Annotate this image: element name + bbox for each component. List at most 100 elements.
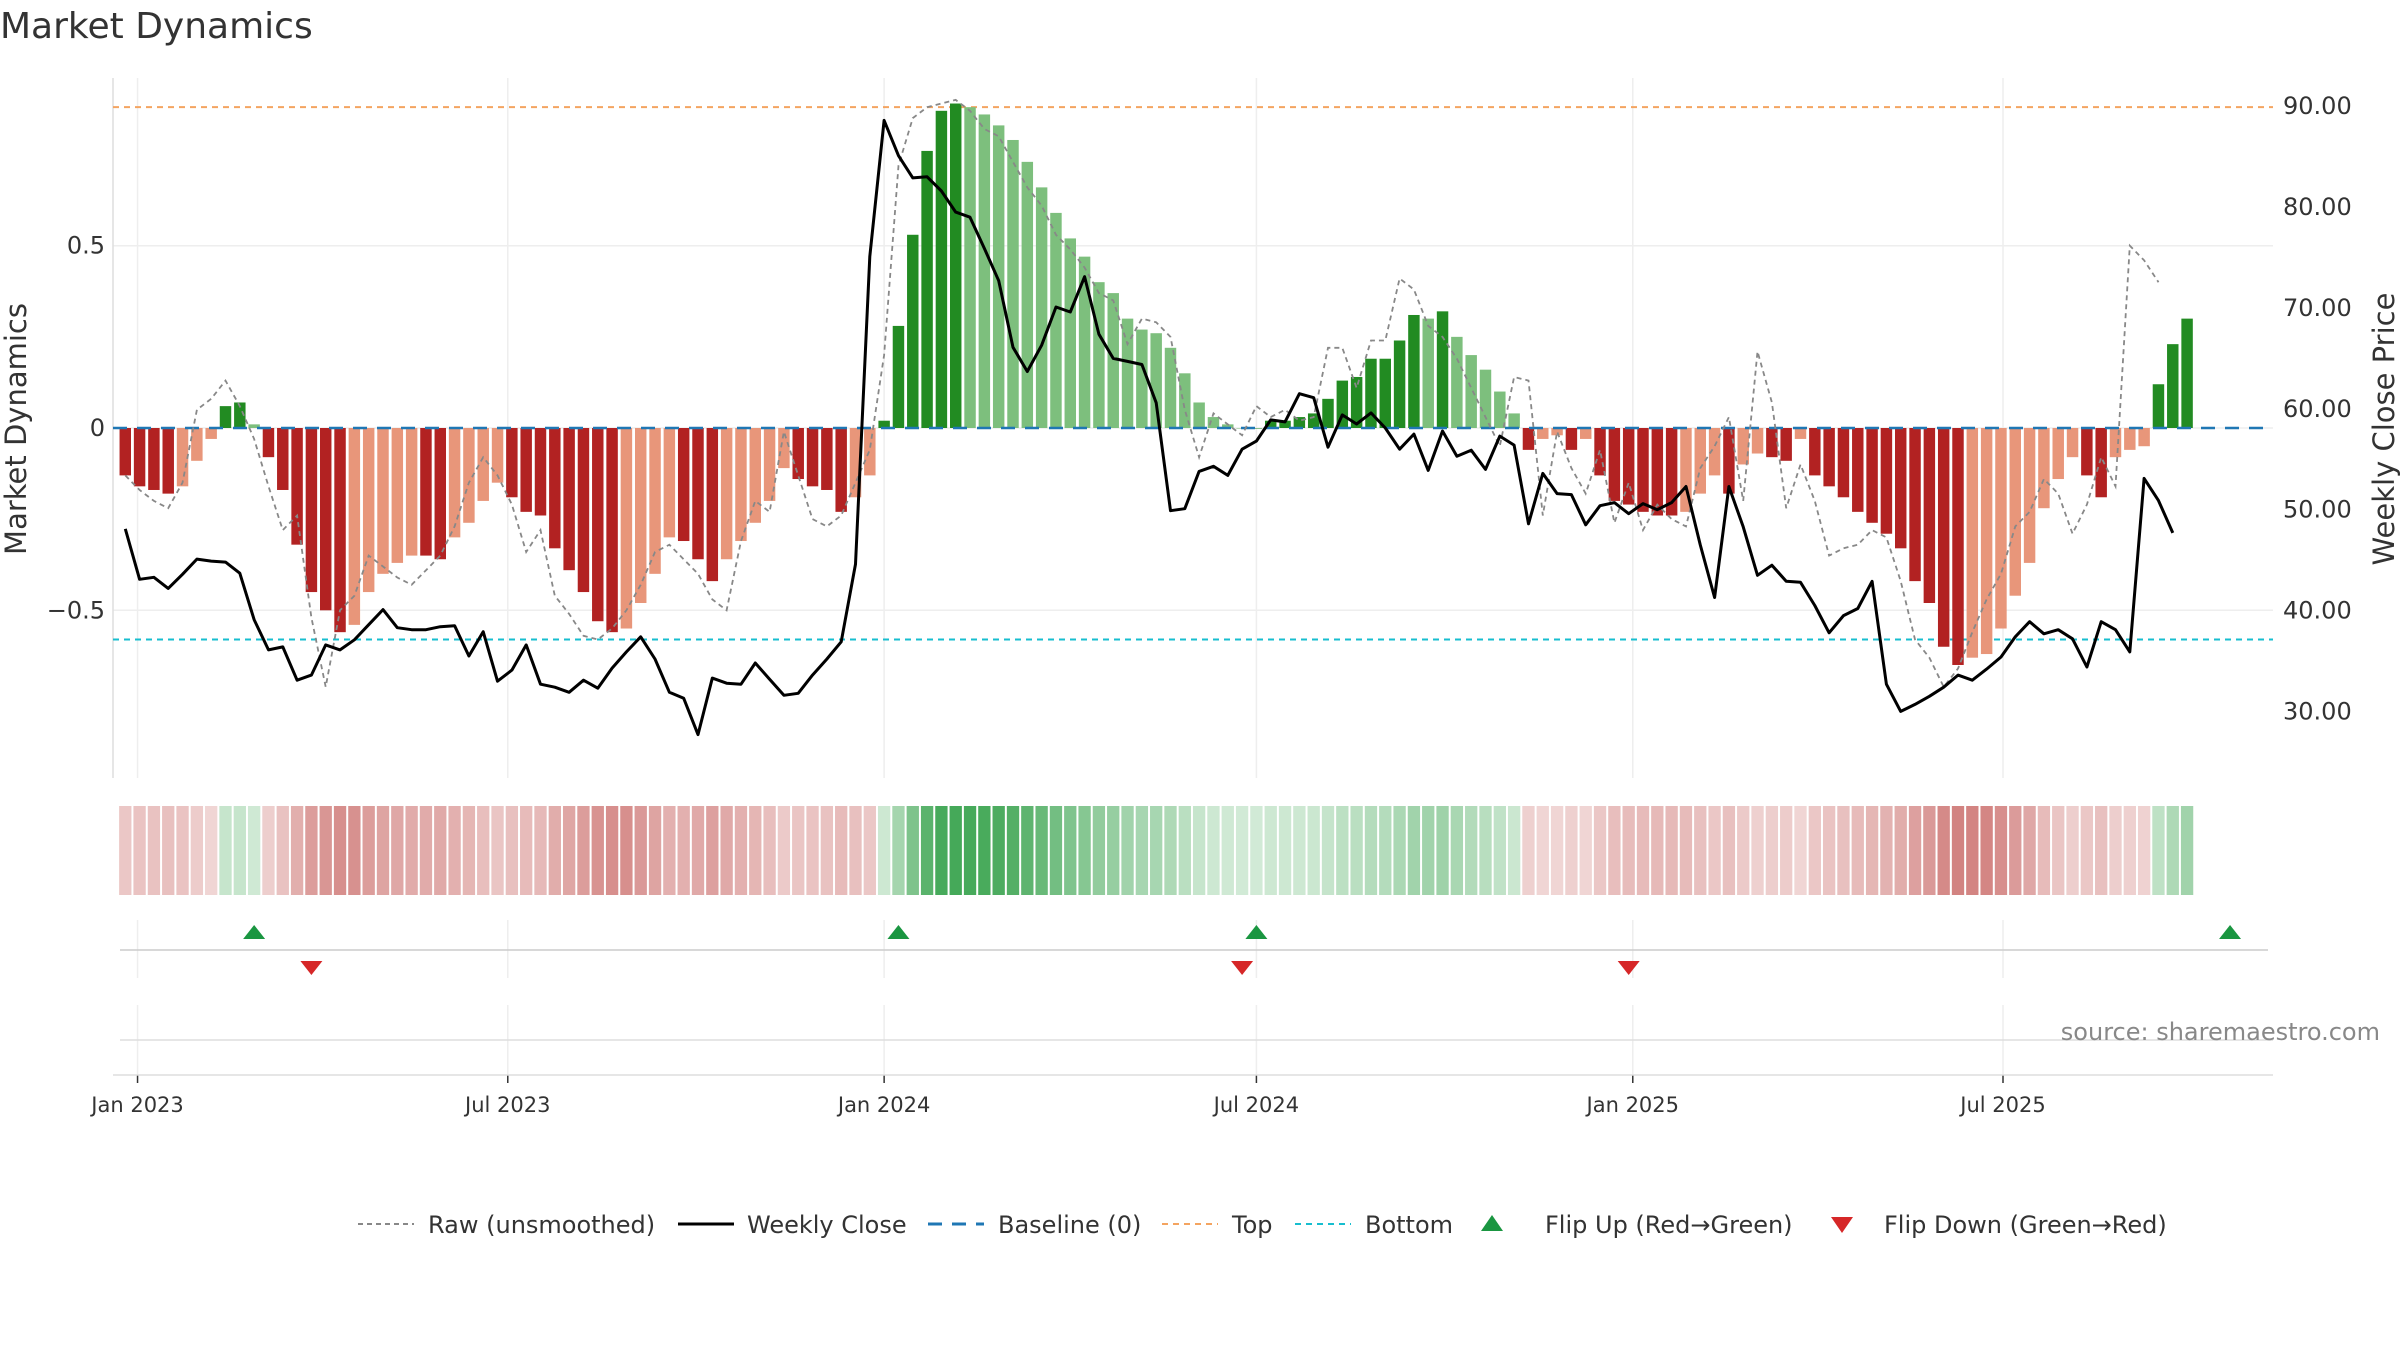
heat-cell-43 [734,806,748,895]
bar-week-91 [1422,318,1434,428]
heat-cell-11 [276,806,289,895]
lines-layer [113,98,2273,737]
bar-week-144 [2181,318,2193,428]
bar-week-4 [176,428,189,487]
bar-week-142 [2152,384,2165,428]
heat-cell-56 [920,806,934,895]
heat-cell-141 [2137,806,2151,895]
bar-week-49 [821,428,833,490]
heat-cell-111 [1708,806,1721,895]
axes-layer: 0.5 0 −0.5 90.00 80.00 70.00 60.00 50.00 40.00 30… [47,78,2352,778]
bar-week-124 [1895,428,1907,549]
heat-cell-38 [663,806,676,895]
heat-cell-63 [1021,806,1034,895]
heat-cell-41 [706,806,719,895]
bar-week-111 [1708,428,1721,476]
heat-cell-53 [877,806,891,895]
heat-cell-0 [119,806,132,895]
heat-cell-29 [534,806,547,895]
heat-cell-40 [691,806,705,895]
heat-cell-18 [376,806,390,895]
heat-cell-19 [391,806,404,895]
bar-week-22 [434,428,446,560]
flip-markers-panel [120,920,2268,978]
y2-tick-label: 50.00 [2283,496,2352,524]
bar-week-16 [348,428,361,625]
heat-cell-117 [1794,806,1807,895]
bar-week-30 [549,428,561,549]
heat-cell-59 [963,806,977,895]
heat-cell-49 [820,806,834,895]
bar-week-121 [1852,428,1864,512]
bar-week-100 [1551,428,1563,436]
bar-week-95 [1479,369,1492,428]
bar-week-2 [148,428,160,490]
heat-cell-33 [591,806,604,895]
bar-week-34 [606,428,618,633]
heat-cell-135 [2052,806,2065,895]
heat-cell-75 [1192,806,1206,895]
heat-cell-50 [835,806,848,895]
heat-cell-96 [1493,806,1506,895]
heat-cell-14 [319,806,332,895]
heat-cell-108 [1665,806,1678,895]
bar-week-20 [405,428,418,556]
legend-item-bottom: Bottom [1295,1211,1453,1239]
legend-label-raw: Raw (unsmoothed) [428,1211,655,1239]
bar-week-127 [1937,428,1950,647]
bar-week-143 [2167,344,2179,428]
bar-week-116 [1780,428,1792,461]
heat-cell-90 [1407,806,1421,895]
heat-cell-143 [2166,806,2179,895]
heat-cell-133 [2023,806,2036,895]
heat-cell-32 [577,806,590,895]
bar-week-69 [1107,293,1119,428]
heat-cell-60 [978,806,991,895]
bar-week-113 [1737,428,1749,465]
heat-cell-98 [1522,806,1535,895]
bar-week-7 [219,406,232,428]
bar-week-45 [763,428,776,501]
heat-cell-144 [2180,806,2194,895]
bar-week-101 [1565,428,1578,450]
bar-week-71 [1136,329,1148,428]
bar-week-84 [1322,398,1334,428]
heat-cell-99 [1536,806,1549,895]
heat-cell-44 [749,806,762,895]
x-tick-label: Jan 2024 [836,1093,931,1117]
bar-week-38 [663,428,676,538]
bar-week-130 [1980,428,1993,655]
heat-cell-1 [133,806,146,895]
bar-week-48 [806,428,819,487]
heat-cell-67 [1078,806,1091,895]
legend-swatch-flip-up [1481,1215,1503,1231]
heat-cell-124 [1894,806,1907,895]
heat-cell-107 [1651,806,1664,895]
heat-cell-125 [1908,806,1922,895]
heat-cell-2 [147,806,161,895]
heat-cell-126 [1923,806,1936,895]
x-axis-ticks: Jan 2023 Jul 2023 Jan 2024 Jul 2024 Jan 2025… [89,1005,2273,1117]
bar-week-125 [1909,428,1921,582]
bar-week-53 [878,420,890,428]
heat-cell-77 [1221,806,1234,895]
bar-week-29 [534,428,547,516]
heat-cell-69 [1107,806,1120,895]
heat-cell-136 [2066,806,2079,895]
bar-week-63 [1021,161,1034,428]
bar-week-32 [577,428,590,593]
heat-cell-91 [1422,806,1435,895]
bar-week-117 [1794,428,1807,439]
heat-cell-58 [949,806,962,895]
legend-label-flip_up: Flip Up (Red→Green) [1545,1211,1793,1239]
x-tick-label: Jul 2024 [1212,1093,1299,1117]
heat-cell-23 [448,806,461,895]
heat-cell-10 [262,806,275,895]
bar-week-44 [749,428,761,523]
legend-item-close: Weekly Close [678,1211,907,1239]
heat-cell-86 [1350,806,1363,895]
bar-week-25 [477,428,489,501]
heat-cell-9 [247,806,261,895]
heat-cell-55 [906,806,919,895]
x-tick-label: Jul 2023 [463,1093,550,1117]
